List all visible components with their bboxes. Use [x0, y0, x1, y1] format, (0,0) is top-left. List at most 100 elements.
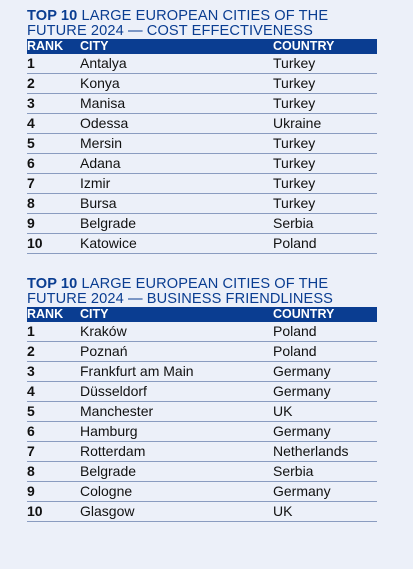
- country-cell: Turkey: [273, 73, 377, 94]
- country-cell: Poland: [273, 341, 377, 362]
- table-row: 3 Manisa Turkey: [27, 93, 377, 114]
- cost-effectiveness-table: RANK CITY COUNTRY 1 Antalya Turkey 2 Konya Tu…: [27, 39, 377, 254]
- business-friendliness-title: TOP 10 LARGE EUROPEAN CITIES OF THE FUTU…: [27, 277, 377, 307]
- rank-cell: 3: [27, 93, 80, 114]
- rank-header: RANK: [27, 307, 64, 321]
- title-highlight: TOP 10: [27, 276, 78, 292]
- rank-cell: 4: [27, 113, 80, 134]
- rank-cell: 7: [27, 441, 80, 462]
- table-header-row: RANK CITY COUNTRY: [27, 39, 377, 54]
- title-text: LARGE EUROPEAN CITIES OF THE FUTURE 2024…: [27, 276, 333, 307]
- rank-cell: 3: [27, 361, 80, 382]
- rank-cell: 9: [27, 481, 80, 502]
- country-cell: Turkey: [273, 153, 377, 174]
- country-cell: Turkey: [273, 133, 377, 154]
- city-cell: Adana: [80, 153, 273, 174]
- city-cell: Düsseldorf: [80, 381, 273, 402]
- rank-cell: 4: [27, 381, 80, 402]
- country-cell: Germany: [273, 421, 377, 442]
- table-row: 9 Cologne Germany: [27, 481, 377, 502]
- table-row: 8 Belgrade Serbia: [27, 461, 377, 482]
- country-cell: Netherlands: [273, 441, 377, 462]
- rank-cell: 7: [27, 173, 80, 194]
- country-cell: Turkey: [273, 93, 377, 114]
- country-cell: Serbia: [273, 213, 377, 234]
- country-cell: Ukraine: [273, 113, 377, 134]
- city-cell: Kraków: [80, 322, 273, 342]
- table-row: 10 Katowice Poland: [27, 233, 377, 254]
- table-row: 2 Poznań Poland: [27, 341, 377, 362]
- city-cell: Izmir: [80, 173, 273, 194]
- country-cell: Turkey: [273, 193, 377, 214]
- country-cell: UK: [273, 401, 377, 422]
- rank-cell: 2: [27, 341, 80, 362]
- rank-cell: 8: [27, 461, 80, 482]
- city-cell: Rotterdam: [80, 441, 273, 462]
- country-header: COUNTRY: [273, 39, 335, 53]
- table-header-row: RANK CITY COUNTRY: [27, 307, 377, 322]
- country-cell: Turkey: [273, 173, 377, 194]
- rank-header: RANK: [27, 39, 64, 53]
- table-row: 4 Düsseldorf Germany: [27, 381, 377, 402]
- rank-cell: 9: [27, 213, 80, 234]
- country-cell: Turkey: [273, 54, 377, 74]
- city-cell: Mersin: [80, 133, 273, 154]
- table-row: 8 Bursa Turkey: [27, 193, 377, 214]
- table-row: 2 Konya Turkey: [27, 73, 377, 94]
- table-row: 4 Odessa Ukraine: [27, 113, 377, 134]
- city-cell: Konya: [80, 73, 273, 94]
- city-cell: Glasgow: [80, 501, 273, 522]
- city-cell: Belgrade: [80, 213, 273, 234]
- rank-cell: 10: [27, 233, 80, 254]
- table-row: 6 Adana Turkey: [27, 153, 377, 174]
- country-cell: UK: [273, 501, 377, 522]
- country-cell: Germany: [273, 381, 377, 402]
- rank-cell: 1: [27, 54, 80, 74]
- rank-cell: 1: [27, 322, 80, 342]
- rank-cell: 10: [27, 501, 80, 522]
- table-row: 1 Kraków Poland: [27, 322, 377, 342]
- table-row: 3 Frankfurt am Main Germany: [27, 361, 377, 382]
- page: TOP 10 LARGE EUROPEAN CITIES OF THE FUTU…: [27, 9, 377, 522]
- city-header: CITY: [80, 39, 109, 53]
- business-friendliness-section: TOP 10 LARGE EUROPEAN CITIES OF THE FUTU…: [27, 277, 377, 522]
- title-text: LARGE EUROPEAN CITIES OF THE FUTURE 2024…: [27, 8, 329, 39]
- rank-cell: 2: [27, 73, 80, 94]
- country-cell: Germany: [273, 481, 377, 502]
- city-cell: Odessa: [80, 113, 273, 134]
- title-highlight: TOP 10: [27, 8, 78, 24]
- rank-cell: 6: [27, 421, 80, 442]
- city-cell: Antalya: [80, 54, 273, 74]
- rank-cell: 8: [27, 193, 80, 214]
- country-cell: Poland: [273, 322, 377, 342]
- rank-cell: 6: [27, 153, 80, 174]
- city-cell: Hamburg: [80, 421, 273, 442]
- country-cell: Serbia: [273, 461, 377, 482]
- rank-cell: 5: [27, 133, 80, 154]
- city-cell: Belgrade: [80, 461, 273, 482]
- table-row: 5 Mersin Turkey: [27, 133, 377, 154]
- business-friendliness-rows: 1 Kraków Poland 2 Poznań Poland 3 Frankfurt am …: [27, 322, 377, 522]
- city-cell: Poznań: [80, 341, 273, 362]
- city-header: CITY: [80, 307, 109, 321]
- table-row: 7 Izmir Turkey: [27, 173, 377, 194]
- city-cell: Manchester: [80, 401, 273, 422]
- table-row: 9 Belgrade Serbia: [27, 213, 377, 234]
- country-cell: Poland: [273, 233, 377, 254]
- table-row: 5 Manchester UK: [27, 401, 377, 422]
- cost-effectiveness-title: TOP 10 LARGE EUROPEAN CITIES OF THE FUTU…: [27, 9, 377, 39]
- cost-effectiveness-rows: 1 Antalya Turkey 2 Konya Turkey 3 Manisa Turkey 4…: [27, 54, 377, 254]
- city-cell: Frankfurt am Main: [80, 361, 273, 382]
- table-row: 1 Antalya Turkey: [27, 54, 377, 74]
- country-cell: Germany: [273, 361, 377, 382]
- business-friendliness-table: RANK CITY COUNTRY 1 Kraków Poland 2 Poznań Po…: [27, 307, 377, 522]
- city-cell: Katowice: [80, 233, 273, 254]
- country-header: COUNTRY: [273, 307, 335, 321]
- rank-cell: 5: [27, 401, 80, 422]
- table-row: 6 Hamburg Germany: [27, 421, 377, 442]
- city-cell: Manisa: [80, 93, 273, 114]
- cost-effectiveness-section: TOP 10 LARGE EUROPEAN CITIES OF THE FUTU…: [27, 9, 377, 254]
- table-row: 7 Rotterdam Netherlands: [27, 441, 377, 462]
- city-cell: Cologne: [80, 481, 273, 502]
- table-row: 10 Glasgow UK: [27, 501, 377, 522]
